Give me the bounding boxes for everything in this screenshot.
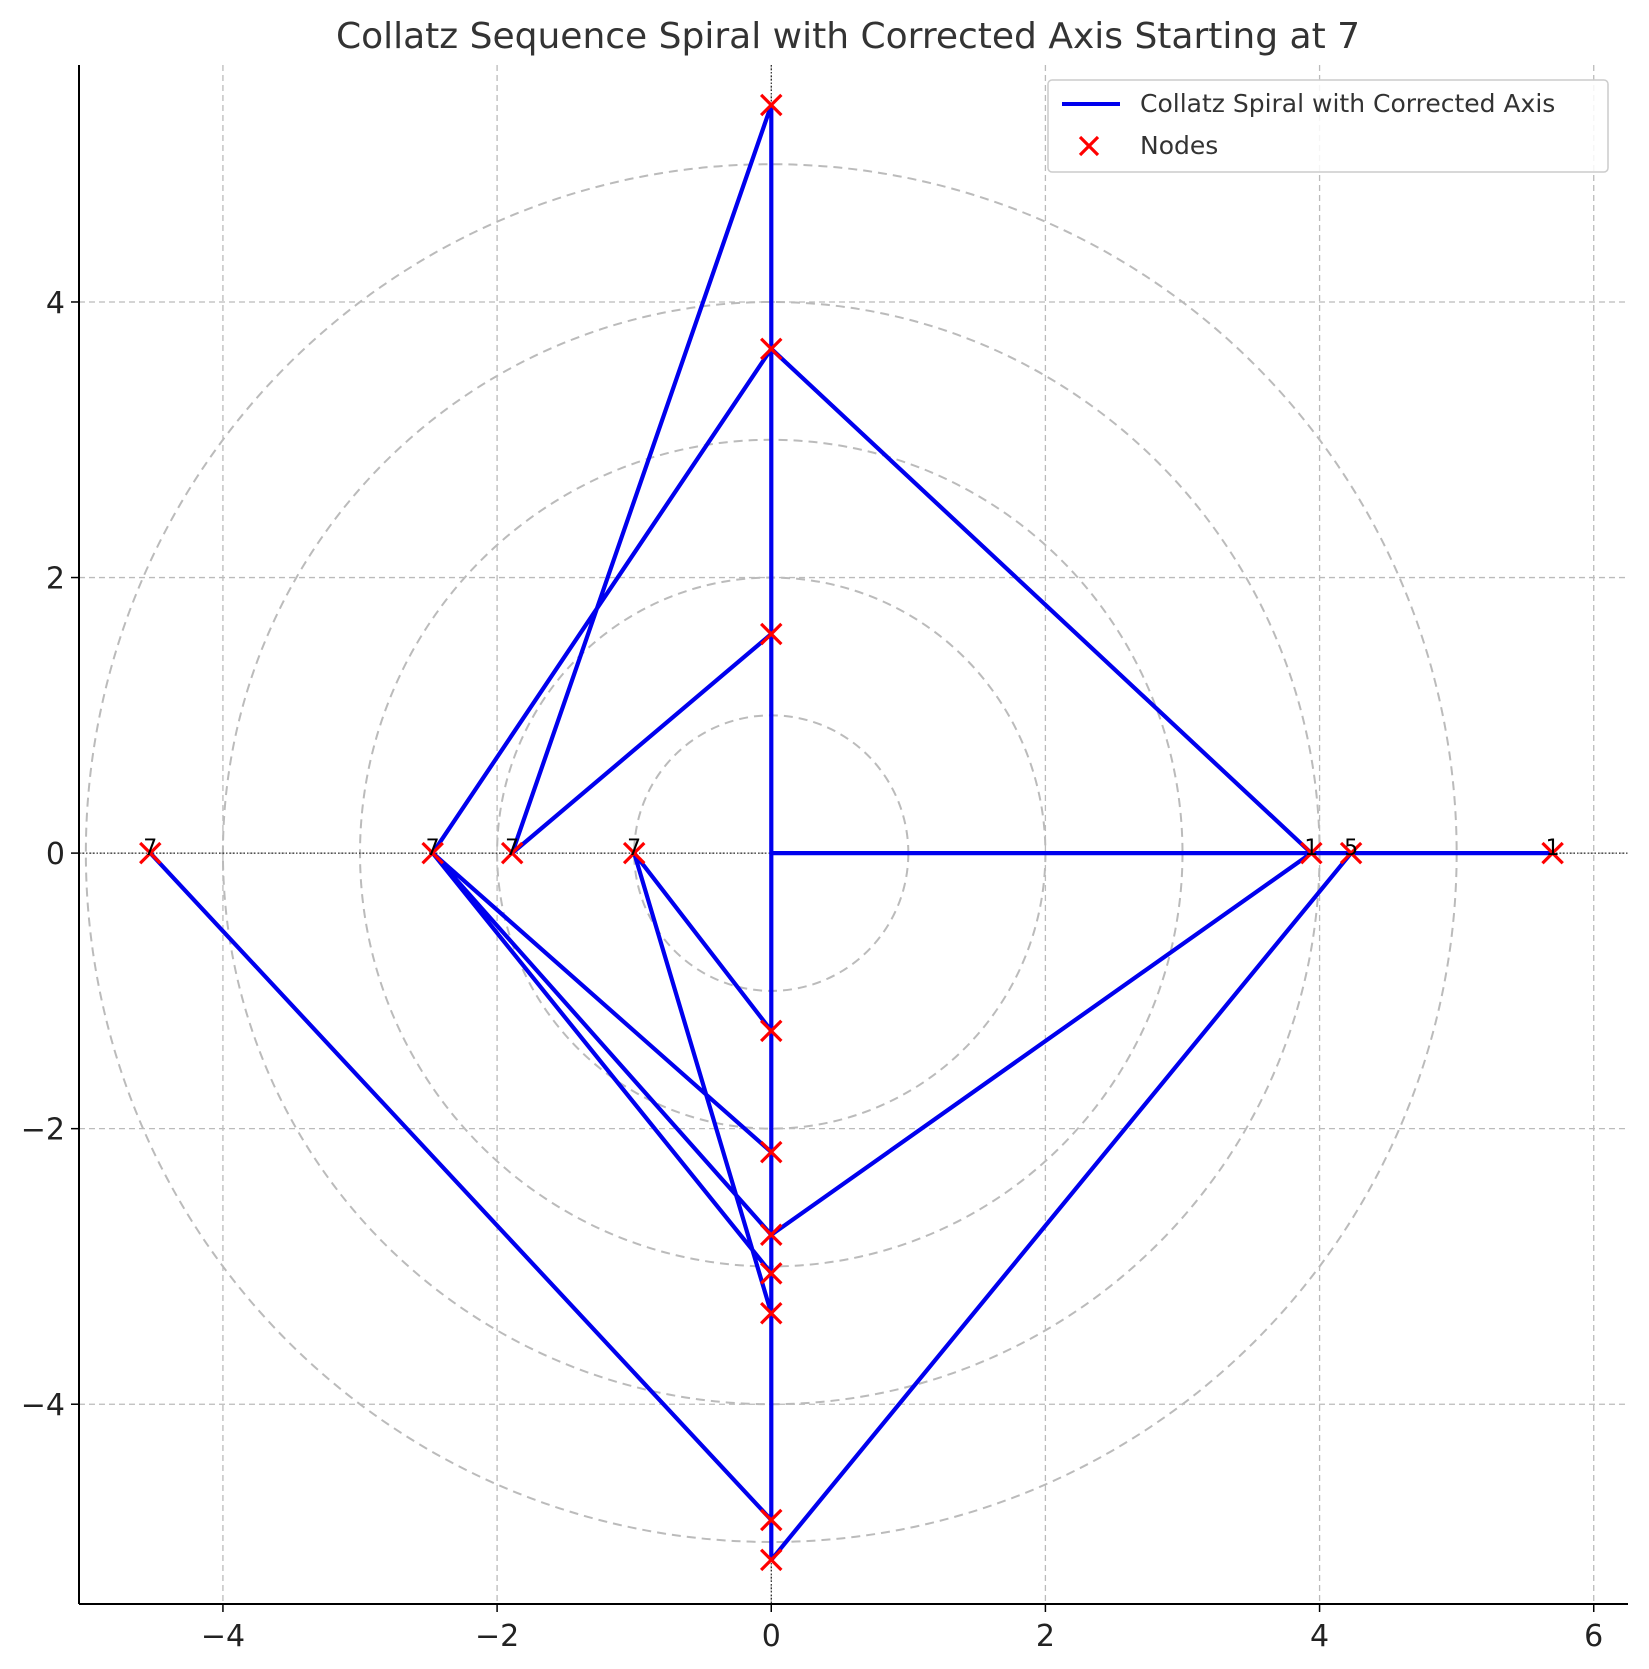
x-tick-label: −2 bbox=[475, 1619, 519, 1654]
node-label: 7 bbox=[143, 836, 157, 861]
node-marker bbox=[1541, 841, 1564, 865]
node-marker bbox=[759, 337, 783, 361]
node-label: 1 bbox=[1304, 836, 1318, 861]
grid-lines bbox=[79, 65, 1628, 1604]
node-marker bbox=[759, 1548, 783, 1572]
axes bbox=[78, 65, 1628, 1605]
node-marker bbox=[759, 622, 783, 646]
node-marker bbox=[421, 841, 444, 865]
legend-x-marker-icon bbox=[1078, 135, 1100, 157]
spiral-line bbox=[148, 102, 1555, 1563]
legend-box bbox=[1047, 79, 1609, 173]
tick-labels: −4 −2 0 2 4 6 −4 −2 0 2 4 bbox=[21, 286, 1604, 1654]
node-marker bbox=[500, 841, 524, 865]
node-marker bbox=[1300, 841, 1323, 865]
node-marker bbox=[759, 1140, 783, 1164]
node-label-layer: 7 7 7 7 1 5 1 bbox=[143, 836, 1559, 861]
node-label: 7 bbox=[627, 836, 641, 861]
x-tick-label: 2 bbox=[1036, 1619, 1055, 1654]
node-marker bbox=[759, 1223, 783, 1247]
node-marker bbox=[759, 1302, 783, 1325]
y-tick-label: −4 bbox=[21, 1388, 65, 1423]
y-tick-label: 2 bbox=[46, 562, 65, 597]
node-label: 7 bbox=[505, 836, 519, 861]
x-tick-label: −4 bbox=[201, 1619, 245, 1654]
node-marker bbox=[139, 841, 162, 865]
legend-label-spiral: Collatz Spiral with Corrected Axis bbox=[1140, 89, 1555, 118]
legend: Collatz Spiral with Corrected Axis Nodes bbox=[1047, 79, 1609, 173]
node-marker bbox=[1339, 841, 1363, 865]
x-tick-label: 0 bbox=[762, 1619, 781, 1654]
node-label: 5 bbox=[1344, 836, 1358, 861]
node-marker bbox=[759, 93, 783, 117]
node-marker-layer bbox=[139, 93, 1564, 1572]
node-label: 1 bbox=[1546, 836, 1560, 861]
node-marker bbox=[759, 1019, 783, 1043]
y-tick-label: 0 bbox=[46, 837, 65, 872]
node-marker bbox=[759, 1262, 783, 1285]
y-tick-label: 4 bbox=[46, 286, 65, 321]
spiral-line-layer bbox=[148, 102, 1555, 1563]
x-tick-label: 4 bbox=[1310, 1619, 1329, 1654]
node-marker bbox=[759, 1508, 783, 1532]
legend-label-nodes: Nodes bbox=[1140, 131, 1218, 160]
node-label: 7 bbox=[426, 836, 440, 861]
chart-title: Collatz Sequence Spiral with Corrected A… bbox=[336, 16, 1360, 57]
node-marker bbox=[622, 841, 646, 865]
y-tick-label: −2 bbox=[21, 1113, 65, 1148]
x-tick-label: 6 bbox=[1584, 1619, 1603, 1654]
origin-reference-lines bbox=[79, 65, 1628, 1604]
